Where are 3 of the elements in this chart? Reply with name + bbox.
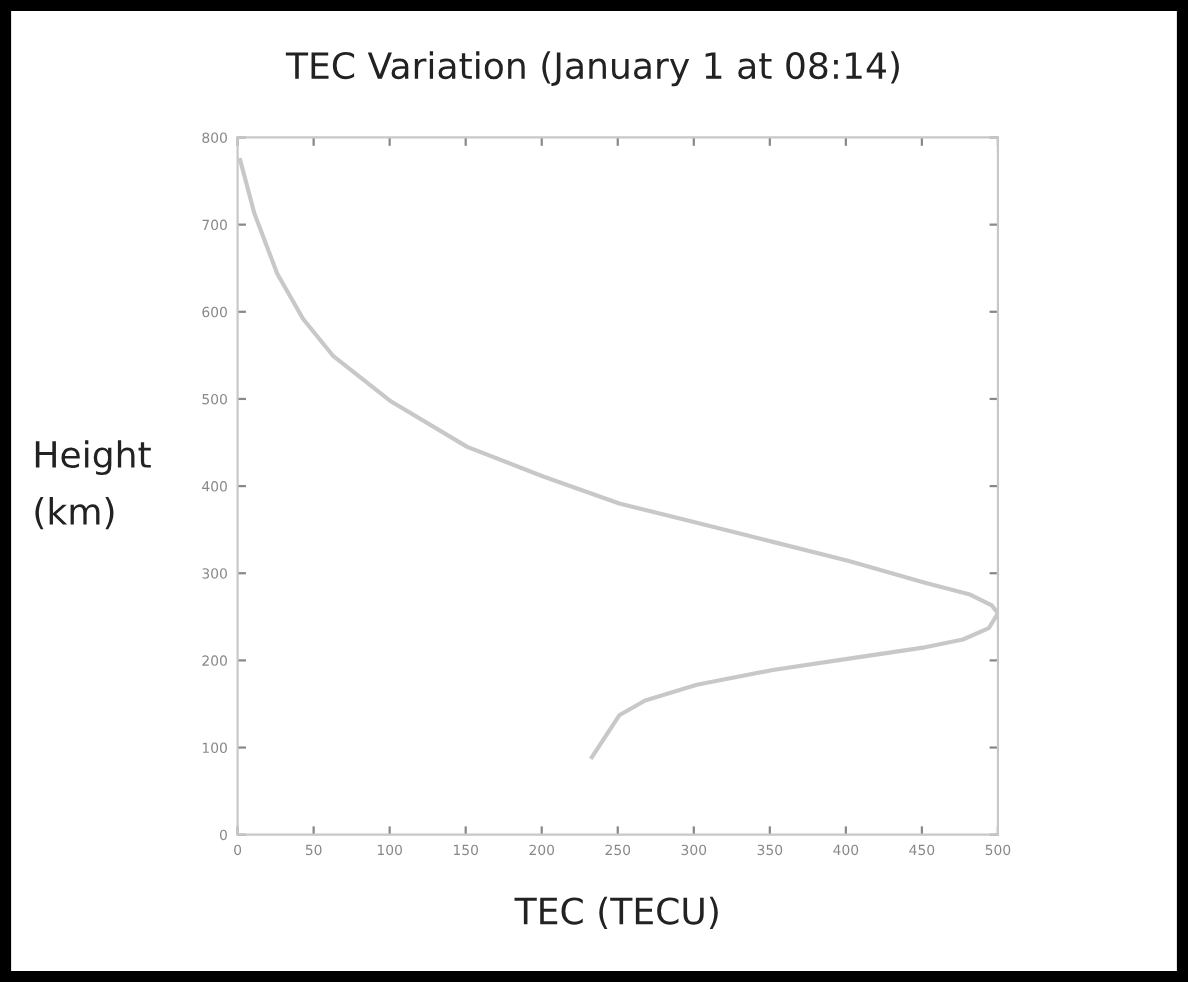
x-axis-title: TEC (TECU) [514, 896, 718, 929]
y-axis-title: Height (km) [35, 440, 151, 530]
chart-title: TEC Variation (January 1 at 08:14) [285, 51, 899, 87]
